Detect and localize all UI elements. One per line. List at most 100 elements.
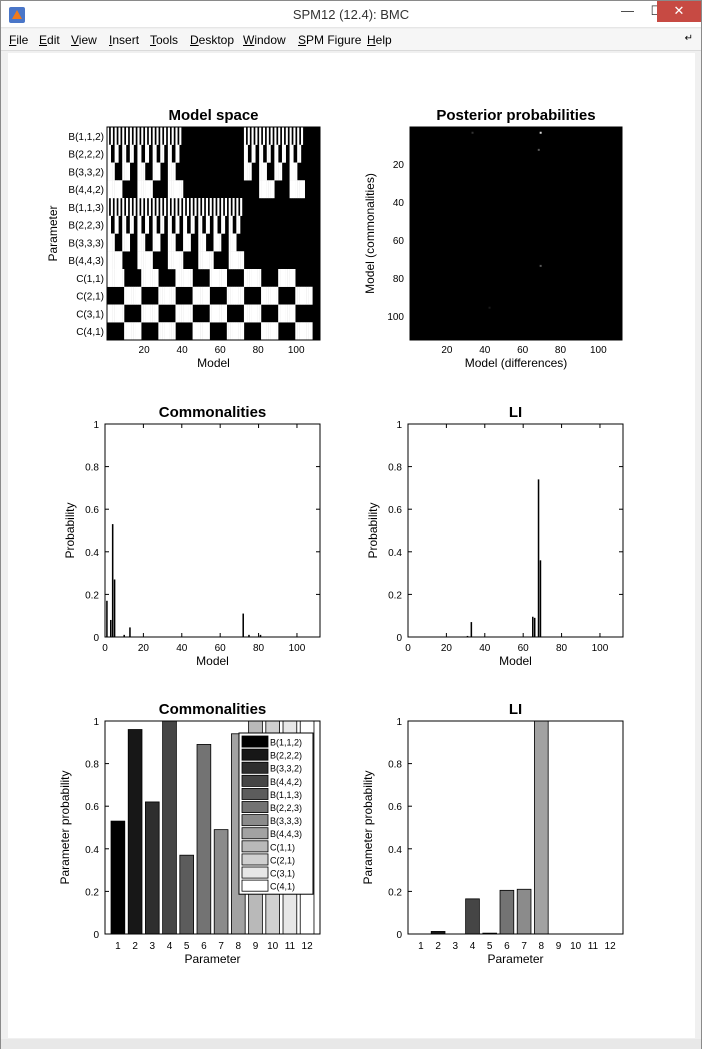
heatmap-cell	[291, 180, 294, 199]
heatmap-cell	[251, 304, 254, 323]
y-tick-label: B(2,2,3)	[68, 221, 104, 232]
heatmap-cell	[285, 304, 288, 323]
heatmap-cell	[194, 198, 197, 216]
heatmap-cell	[217, 198, 220, 216]
x-tick-label: 3	[150, 941, 156, 952]
figure-canvas: B(1,1,2) B(2,2,2) B(3,3,2) B(4,4,2) B(1,1,3)…	[8, 53, 695, 1038]
heatmap-cell	[264, 162, 267, 181]
heatmap-cell	[213, 233, 216, 252]
menu-tools[interactable]: Tools	[150, 33, 179, 47]
heatmap-cell	[213, 215, 216, 234]
heatmap-cell	[242, 286, 245, 305]
x-tick-label: 60	[215, 345, 227, 356]
heatmap-cell	[249, 162, 252, 181]
maximize-button[interactable]: ☐	[642, 1, 671, 22]
y-tick-label: 100	[387, 312, 404, 323]
heatmap-cell	[240, 286, 243, 305]
legend-swatch	[241, 801, 269, 814]
commonalities-model-chart	[104, 423, 321, 638]
y-tick-label: 80	[393, 274, 405, 285]
y-tick-label: 0.4	[85, 548, 99, 559]
heatmap-cell	[278, 127, 281, 145]
heatmap-cell	[126, 198, 129, 216]
heatmap-cell	[184, 233, 188, 252]
matlab-icon[interactable]	[9, 7, 25, 23]
axes-frame	[104, 423, 321, 638]
heatmap-cell	[215, 304, 218, 323]
heatmap-cell	[217, 269, 220, 287]
heatmap-cell	[175, 144, 178, 163]
heatmap-cell	[167, 144, 170, 163]
minimize-button[interactable]: —	[621, 3, 634, 18]
heatmap-cell	[213, 269, 216, 287]
menu-help[interactable]: Help	[367, 33, 392, 47]
legend-label: C(2,1)	[270, 855, 295, 865]
heatmap-cell	[251, 127, 254, 145]
heatmap-cell	[300, 286, 304, 305]
heatmap-cell	[289, 127, 292, 145]
bar	[470, 622, 473, 637]
x-tick-label: 40	[479, 643, 491, 654]
heatmap-cell	[143, 304, 146, 323]
heatmap-cell	[139, 322, 142, 341]
menu-view[interactable]: View	[71, 33, 97, 47]
heatmap-cell	[114, 215, 117, 234]
heatmap-cell	[297, 127, 300, 145]
heatmap-cell	[304, 286, 307, 305]
heatmap-cell	[276, 286, 279, 305]
heatmap-cell	[120, 251, 123, 270]
heatmap-cell	[114, 180, 117, 199]
heatmap-cell	[107, 269, 110, 287]
heatmap-cell	[302, 180, 305, 199]
menu-file[interactable]: File	[9, 33, 29, 47]
heatmap-cell	[177, 251, 180, 270]
dock-arrow-icon[interactable]: ↵	[684, 33, 693, 44]
x-tick-label: 6	[201, 941, 207, 952]
heatmap-cell	[135, 322, 138, 341]
y-tick-label: 0	[396, 930, 402, 941]
heatmap-cell	[124, 233, 127, 252]
heatmap-cell	[167, 215, 170, 234]
heatmap-cell	[289, 304, 292, 323]
menu-desktop[interactable]: Desktop	[190, 33, 235, 47]
menu-insert[interactable]: Insert	[109, 33, 140, 47]
bar	[466, 635, 469, 637]
heatmap-cell	[148, 269, 151, 287]
heatmap-cell	[261, 286, 264, 305]
heatmap-cell	[165, 286, 169, 305]
heatmap-cell	[278, 162, 281, 181]
heatmap-cell	[112, 233, 115, 252]
menu-window[interactable]: Window	[243, 33, 286, 47]
y-axis-label: Parameter probability	[361, 770, 375, 884]
heatmap-cell	[285, 127, 288, 145]
heatmap-cell	[274, 286, 277, 305]
heatmap-cell	[116, 215, 119, 234]
y-tick-label: 0.4	[388, 548, 402, 559]
heatmap-cell	[221, 198, 224, 216]
heatmap-cell	[302, 286, 305, 305]
menu-spm-figure[interactable]: SPM Figure	[298, 33, 362, 47]
title-bar[interactable]: SPM12 (12.4): BMC — ☐ ✕	[1, 1, 701, 28]
menu-edit[interactable]: Edit	[39, 33, 60, 47]
heatmap-cell	[146, 180, 150, 199]
heatmap-cell	[274, 144, 277, 163]
y-tick-label: 0	[93, 633, 99, 644]
legend-label: B(2,2,2)	[270, 751, 302, 761]
heatmap-cell	[145, 198, 148, 216]
heatmap-cell	[230, 233, 233, 252]
heatmap-cell	[148, 127, 151, 145]
heatmap-cell	[221, 269, 224, 287]
y-tick-label: C(2,1)	[76, 292, 104, 303]
heatmap-cell	[175, 127, 178, 145]
x-tick-label: 8	[236, 941, 242, 952]
heatmap-cell	[145, 127, 148, 145]
heatmap-cell	[211, 304, 214, 323]
heatmap-cell	[133, 322, 136, 341]
heatmap-cell	[198, 322, 201, 341]
heatmap-cell	[124, 286, 127, 305]
heatmap-cell	[283, 269, 286, 287]
close-button[interactable]: ✕	[657, 1, 701, 22]
heatmap-cell	[148, 251, 151, 270]
heatmap-cell	[110, 304, 113, 323]
